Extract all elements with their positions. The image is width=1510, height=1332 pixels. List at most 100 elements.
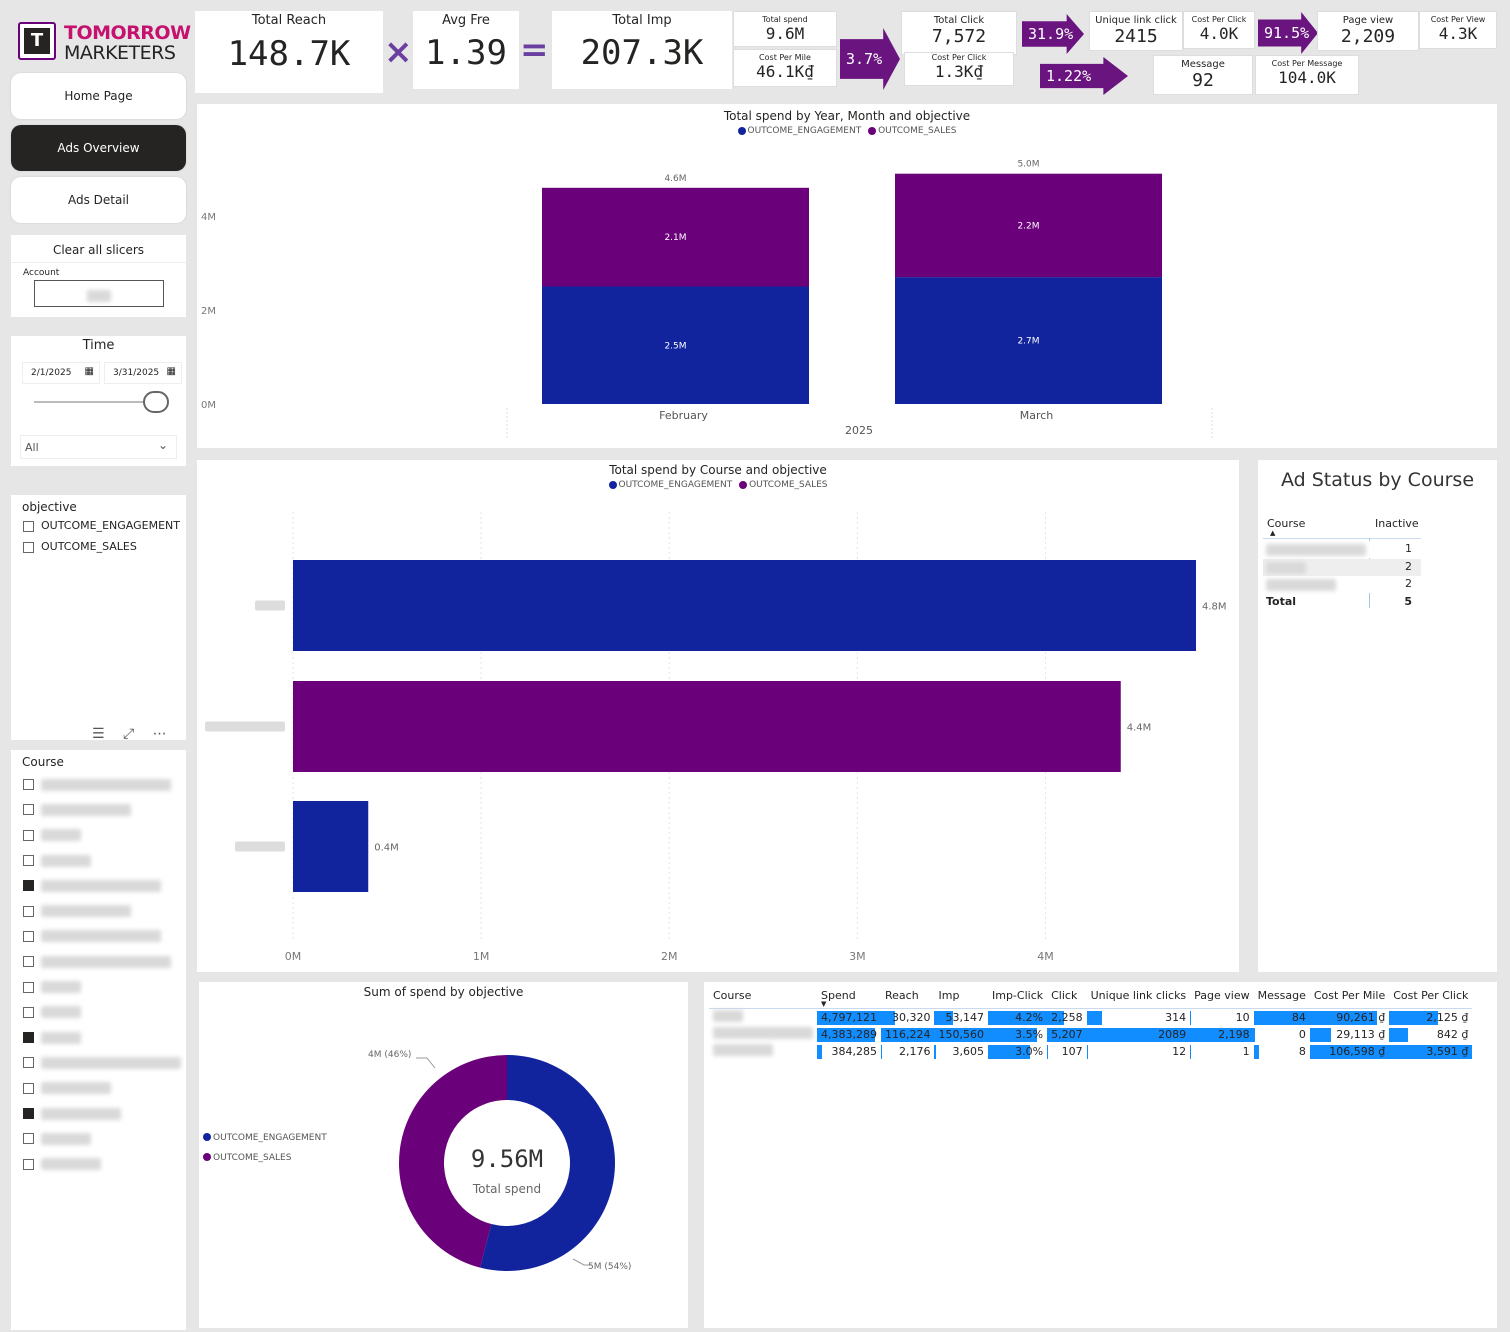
checkbox[interactable] bbox=[23, 829, 34, 841]
course-option[interactable] bbox=[23, 772, 186, 797]
checkbox[interactable] bbox=[23, 880, 34, 892]
column-header[interactable]: Click bbox=[1051, 989, 1078, 1002]
y-tick-label: 2M bbox=[201, 306, 216, 317]
sort-down-icon: ▼ bbox=[821, 1000, 827, 1008]
more-options-icon[interactable]: ⋯ bbox=[152, 726, 167, 742]
objective-label: objective bbox=[22, 500, 77, 514]
table-row[interactable]: 4,383,289 116,224 150,560 3.5% 5,207 2089 2,19… bbox=[709, 1026, 1472, 1043]
x-group-label: 2025 bbox=[845, 424, 873, 437]
data-label: 4.8M bbox=[1202, 602, 1227, 613]
course-option[interactable] bbox=[23, 1000, 186, 1025]
course-name-redacted bbox=[41, 1158, 101, 1171]
checkbox[interactable] bbox=[23, 541, 34, 553]
checkbox[interactable] bbox=[23, 905, 34, 917]
date-to-input[interactable]: 3/31/2025 ▦ bbox=[104, 362, 182, 384]
course-cell bbox=[709, 1009, 817, 1026]
checkbox[interactable] bbox=[23, 1082, 34, 1094]
calendar-icon[interactable]: ▦ bbox=[84, 366, 94, 377]
data-cell: 29,113 ₫ bbox=[1309, 1026, 1389, 1043]
column-header[interactable]: Message bbox=[1257, 989, 1306, 1002]
course-option[interactable] bbox=[23, 848, 186, 873]
kpi-cost-per-mile: Cost Per Mile 46.1K₫ bbox=[734, 50, 836, 86]
table-row[interactable]: 384,285 2,176 3,605 3.0% 107 12 1 8 106,598 ₫ 3,5… bbox=[709, 1043, 1473, 1060]
course-option[interactable] bbox=[23, 949, 186, 974]
nav-ads-detail-button[interactable]: Ads Detail bbox=[11, 177, 186, 223]
checkbox[interactable] bbox=[23, 1032, 34, 1044]
column-header[interactable]: Course bbox=[713, 989, 752, 1002]
course-option[interactable] bbox=[23, 924, 186, 949]
cell-value: 3,605 bbox=[952, 1045, 984, 1058]
x-tick-label: 2M bbox=[661, 950, 678, 963]
date-range-slider-handle[interactable] bbox=[143, 391, 169, 413]
course-option[interactable] bbox=[23, 1076, 186, 1101]
course-option[interactable] bbox=[23, 1126, 186, 1151]
checkbox[interactable] bbox=[23, 779, 34, 791]
column-header[interactable]: Cost Per Mile bbox=[1313, 989, 1386, 1002]
nav-home-button[interactable]: Home Page bbox=[11, 73, 186, 119]
course-option[interactable] bbox=[23, 1151, 186, 1176]
course-option[interactable] bbox=[23, 1050, 186, 1075]
column-header[interactable]: Imp-Click bbox=[991, 989, 1044, 1002]
date-from-input[interactable]: 2/1/2025 ▦ bbox=[22, 362, 100, 384]
objective-option[interactable]: OUTCOME_ENGAGEMENT bbox=[23, 519, 186, 532]
ad-status-header-course[interactable]: Course bbox=[1267, 517, 1306, 530]
column-header[interactable]: Page view bbox=[1194, 989, 1250, 1002]
course-name-redacted bbox=[205, 721, 285, 732]
table-row[interactable]: 2 bbox=[1263, 558, 1421, 576]
data-bar bbox=[1086, 1028, 1191, 1042]
cell-value: 842 ₫ bbox=[1436, 1028, 1469, 1041]
course-name-redacted bbox=[1266, 561, 1306, 574]
data-bar bbox=[987, 1045, 1030, 1059]
data-label: 0.4M bbox=[374, 843, 399, 854]
column-header[interactable]: Imp bbox=[938, 989, 960, 1002]
course-option[interactable] bbox=[23, 797, 186, 822]
course-option[interactable] bbox=[23, 823, 186, 848]
course-bar bbox=[293, 560, 1196, 651]
checkbox[interactable] bbox=[23, 930, 34, 942]
ad-status-header-inactive[interactable]: Inactive bbox=[1375, 517, 1419, 530]
legend-dot bbox=[868, 126, 877, 135]
clear-all-slicers-button[interactable]: Clear all slicers bbox=[11, 235, 186, 263]
checkbox[interactable] bbox=[23, 520, 34, 532]
nav-ads-overview-button[interactable]: Ads Overview bbox=[11, 125, 186, 171]
unique-click-rate-arrow: 31.9% bbox=[1022, 14, 1084, 54]
calendar-icon[interactable]: ▦ bbox=[166, 366, 176, 377]
checkbox[interactable] bbox=[23, 1133, 34, 1145]
focus-mode-icon[interactable]: ⤢ bbox=[123, 726, 135, 742]
date-range-slider-track[interactable] bbox=[34, 401, 164, 403]
checkbox[interactable] bbox=[23, 1006, 34, 1018]
data-bar bbox=[817, 1045, 823, 1059]
column-header[interactable]: Spend ▼ bbox=[817, 988, 881, 1008]
column-header[interactable]: Reach bbox=[884, 989, 919, 1002]
data-cell: 150,560 bbox=[934, 1026, 988, 1043]
data-bar bbox=[1047, 1045, 1048, 1059]
course-option[interactable] bbox=[23, 1101, 186, 1126]
course-option[interactable] bbox=[23, 1025, 186, 1050]
checkbox[interactable] bbox=[23, 1158, 34, 1170]
course-option[interactable] bbox=[23, 873, 186, 898]
column-header[interactable]: Unique link clicks bbox=[1090, 989, 1187, 1002]
column-header[interactable]: Cost Per Click bbox=[1393, 989, 1469, 1002]
x-tick-label: 0M bbox=[285, 950, 302, 963]
checkbox[interactable] bbox=[23, 956, 34, 968]
kpi-unique-link-click: Unique link click 2415 bbox=[1090, 12, 1182, 50]
checkbox[interactable] bbox=[23, 1108, 34, 1119]
course-option[interactable] bbox=[23, 974, 186, 999]
data-cell: 3.0% bbox=[987, 1043, 1047, 1060]
table-row[interactable]: 2 bbox=[1263, 576, 1421, 593]
table-row[interactable]: 4,797,121 30,320 53,147 4.2% 2,258 314 10 84 90,… bbox=[709, 1009, 1472, 1026]
account-input[interactable] bbox=[34, 280, 164, 307]
chart-plot: 9.56M Total spend 5M (54%) 4M (46%) OUTCOME_… bbox=[203, 1050, 631, 1272]
checkbox[interactable] bbox=[23, 981, 34, 993]
kpi-cost-per-click: Cost Per Click 1.3K₫ bbox=[905, 53, 1013, 85]
filter-icon[interactable]: ☰ bbox=[92, 726, 105, 742]
checkbox[interactable] bbox=[23, 855, 34, 867]
checkbox[interactable] bbox=[23, 804, 34, 816]
objective-option[interactable]: OUTCOME_SALES bbox=[23, 540, 186, 553]
checkbox[interactable] bbox=[23, 1057, 34, 1069]
leader-line bbox=[416, 1057, 436, 1069]
period-dropdown[interactable]: All ⌄ bbox=[20, 435, 177, 459]
legend-dot bbox=[203, 1133, 211, 1141]
course-option[interactable] bbox=[23, 898, 186, 923]
table-row[interactable]: 1 bbox=[1263, 541, 1421, 558]
